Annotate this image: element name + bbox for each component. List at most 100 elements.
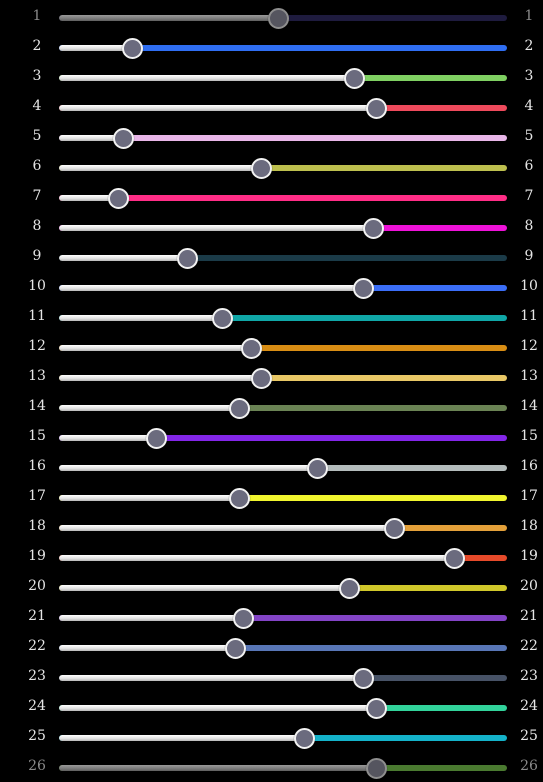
slider-track[interactable] (59, 675, 507, 681)
slider-track[interactable] (59, 585, 507, 591)
slider-number-left: 17 (28, 488, 46, 504)
slider-fill (59, 585, 350, 591)
slider-row-5: 5 5 (0, 122, 543, 152)
slider-row-23: 23 23 (0, 662, 543, 692)
slider-fill (59, 435, 157, 441)
slider-track[interactable] (59, 555, 507, 561)
slider-number-right: 9 (524, 248, 534, 264)
slider-track[interactable] (59, 225, 507, 231)
slider-track[interactable] (59, 525, 507, 531)
slider-thumb[interactable] (224, 638, 246, 659)
slider-number-left: 23 (28, 668, 46, 684)
slider-fill (59, 45, 133, 51)
slider-thumb[interactable] (343, 68, 365, 89)
slider-track[interactable] (59, 435, 507, 441)
slider-row-24: 24 24 (0, 692, 543, 722)
slider-number-left: 13 (28, 368, 46, 384)
slider-fill (59, 765, 377, 771)
slider-number-right: 22 (520, 638, 538, 654)
slider-track[interactable] (59, 45, 507, 51)
slider-row-11: 11 11 (0, 302, 543, 332)
slider-track[interactable] (59, 375, 507, 381)
slider-number-left: 18 (28, 518, 46, 534)
slider-thumb[interactable] (113, 128, 135, 149)
slider-thumb[interactable] (339, 578, 361, 599)
slider-track[interactable] (59, 165, 507, 171)
slider-track[interactable] (59, 705, 507, 711)
slider-number-left: 8 (32, 218, 42, 234)
slider-thumb[interactable] (366, 98, 388, 119)
slider-thumb[interactable] (366, 758, 388, 779)
slider-thumb[interactable] (384, 518, 406, 539)
slider-thumb[interactable] (294, 728, 316, 749)
slider-fill (59, 375, 261, 381)
slider-row-1: 1 1 (0, 2, 543, 32)
slider-thumb[interactable] (233, 608, 255, 629)
slider-number-right: 12 (520, 338, 538, 354)
slider-row-7: 7 7 (0, 182, 543, 212)
slider-number-right: 5 (524, 128, 534, 144)
slider-row-13: 13 13 (0, 362, 543, 392)
slider-thumb[interactable] (250, 158, 272, 179)
slider-number-left: 26 (28, 758, 46, 774)
slider-number-right: 1 (524, 8, 534, 24)
slider-thumb[interactable] (212, 308, 234, 329)
slider-thumb[interactable] (229, 398, 251, 419)
slider-track[interactable] (59, 465, 507, 471)
slider-track[interactable] (59, 75, 507, 81)
slider-thumb[interactable] (353, 278, 375, 299)
slider-thumb[interactable] (353, 668, 375, 689)
slider-row-22: 22 22 (0, 632, 543, 662)
slider-thumb[interactable] (362, 218, 384, 239)
slider-number-left: 11 (28, 308, 46, 324)
slider-thumb[interactable] (108, 188, 130, 209)
slider-thumb[interactable] (146, 428, 168, 449)
slider-fill (59, 675, 364, 681)
slider-number-right: 3 (524, 68, 534, 84)
slider-number-right: 16 (520, 458, 538, 474)
slider-track[interactable] (59, 195, 507, 201)
slider-track[interactable] (59, 495, 507, 501)
slider-number-right: 8 (524, 218, 534, 234)
slider-track[interactable] (59, 135, 507, 141)
slider-number-right: 11 (520, 308, 538, 324)
slider-thumb[interactable] (366, 698, 388, 719)
slider-fill (59, 105, 377, 111)
slider-fill (59, 465, 318, 471)
slider-row-16: 16 16 (0, 452, 543, 482)
slider-number-left: 14 (28, 398, 46, 414)
slider-number-left: 3 (32, 68, 42, 84)
slider-fill (59, 165, 261, 171)
slider-track[interactable] (59, 255, 507, 261)
slider-track[interactable] (59, 285, 507, 291)
slider-row-14: 14 14 (0, 392, 543, 422)
slider-track[interactable] (59, 345, 507, 351)
slider-thumb[interactable] (250, 368, 272, 389)
slider-thumb[interactable] (241, 338, 263, 359)
slider-track[interactable] (59, 645, 507, 651)
slider-track[interactable] (59, 735, 507, 741)
slider-number-left: 10 (28, 278, 46, 294)
slider-fill (59, 615, 244, 621)
slider-track[interactable] (59, 315, 507, 321)
slider-thumb[interactable] (177, 248, 199, 269)
slider-thumb[interactable] (122, 38, 144, 59)
slider-track[interactable] (59, 765, 507, 771)
slider-fill (59, 735, 305, 741)
slider-track[interactable] (59, 405, 507, 411)
slider-number-left: 25 (28, 728, 46, 744)
slider-thumb[interactable] (307, 458, 329, 479)
slider-thumb[interactable] (267, 8, 289, 29)
slider-thumb[interactable] (229, 488, 251, 509)
slider-row-4: 4 4 (0, 92, 543, 122)
slider-fill (59, 315, 223, 321)
slider-number-right: 14 (520, 398, 538, 414)
slider-thumb[interactable] (444, 548, 466, 569)
slider-track[interactable] (59, 105, 507, 111)
slider-number-right: 15 (520, 428, 538, 444)
slider-number-right: 10 (520, 278, 538, 294)
slider-fill (59, 195, 119, 201)
slider-number-right: 20 (520, 578, 538, 594)
slider-track[interactable] (59, 615, 507, 621)
slider-row-2: 2 2 (0, 32, 543, 62)
